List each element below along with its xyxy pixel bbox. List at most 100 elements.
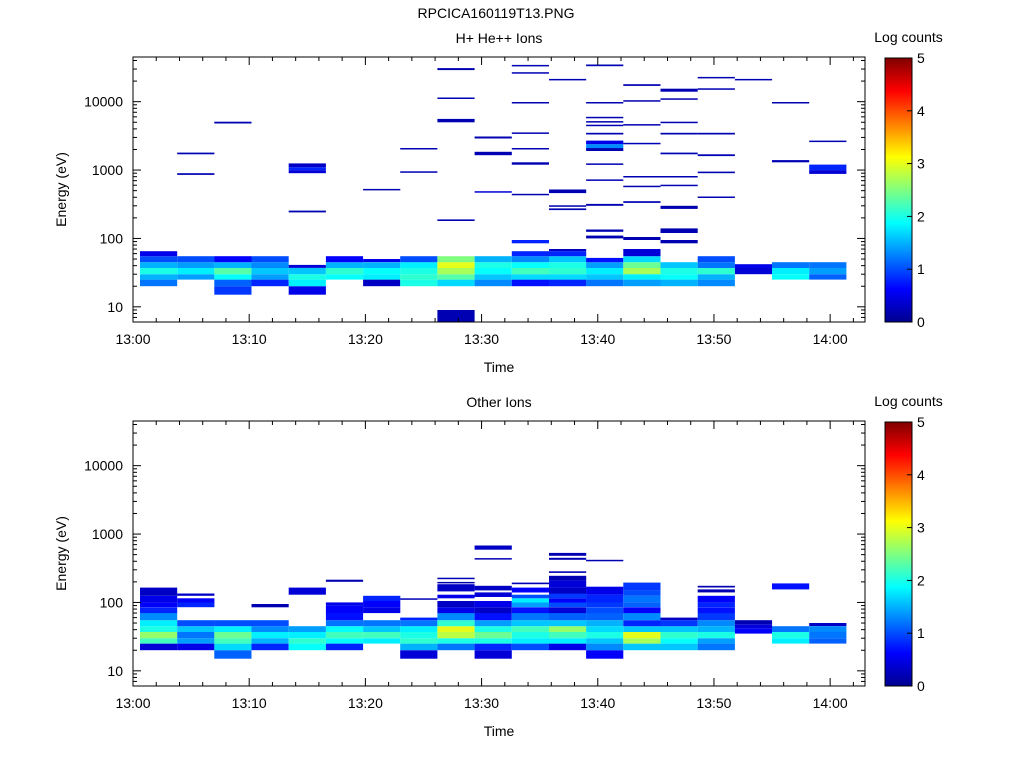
heatmap-cell	[214, 279, 252, 287]
heatmap-cell	[251, 256, 289, 263]
heatmap-cell	[511, 274, 549, 280]
heatmap-cell	[623, 602, 661, 608]
heatmap-cell	[437, 219, 475, 221]
heatmap-cell	[251, 279, 289, 287]
heatmap-cell	[549, 205, 587, 207]
x-tick-label: 13:50	[696, 695, 731, 711]
heatmap-cell	[511, 279, 549, 287]
heatmap-cell	[474, 268, 512, 275]
colorbar-tick-label: 5	[917, 414, 925, 430]
heatmap-cell	[623, 176, 661, 178]
x-tick-label: 13:10	[232, 331, 267, 347]
colorbar-tick-label: 4	[917, 103, 925, 119]
heatmap-cell	[400, 650, 438, 659]
heatmap-cell	[772, 638, 810, 644]
heatmap-cell	[549, 598, 587, 603]
heatmap-cell	[474, 601, 512, 608]
heatmap-cell	[660, 88, 698, 92]
heatmap-cell	[474, 136, 512, 139]
heatmap-cells	[140, 545, 847, 659]
heatmap-cell	[140, 643, 178, 651]
heatmap-cell	[214, 286, 252, 295]
heatmap-cell	[623, 84, 661, 86]
heatmap-cell	[772, 268, 810, 275]
heatmap-cell	[214, 256, 252, 263]
heatmap-cell	[511, 240, 549, 244]
heatmap-cell	[140, 607, 178, 614]
heatmap-cell	[734, 264, 773, 268]
heatmap-cell	[511, 620, 549, 627]
heatmap-cell	[549, 607, 587, 614]
y-axis-label: Energy (eV)	[53, 516, 69, 591]
heatmap-cell	[251, 643, 289, 651]
x-axis-label: Time	[484, 723, 515, 739]
heatmap-cell	[288, 264, 326, 268]
heatmap-cell	[400, 598, 438, 600]
colorbar-gradient	[884, 421, 913, 687]
heatmap-cell	[177, 262, 215, 268]
heatmap-cell	[549, 557, 587, 560]
heatmap-cell	[697, 268, 735, 275]
heatmap-cell	[623, 237, 661, 240]
heatmap-cell	[474, 151, 512, 156]
heatmap-cell	[511, 587, 549, 593]
heatmap-cell	[660, 638, 698, 644]
heatmap-cell	[140, 595, 178, 603]
heatmap-cell	[549, 279, 587, 287]
heatmap-cell	[177, 593, 215, 596]
y-tick-label: 100	[100, 594, 124, 610]
heatmap-cell	[511, 72, 549, 74]
heatmap-cell	[288, 163, 326, 168]
heatmap-cell	[772, 262, 810, 268]
heatmap-cell	[177, 173, 215, 175]
heatmap-cell	[549, 587, 587, 594]
heatmap-cell	[325, 605, 364, 614]
heatmap-cell	[474, 558, 512, 560]
heatmap-cell	[177, 256, 215, 263]
heatmap-cell	[660, 262, 698, 268]
heatmap-cell	[623, 142, 661, 145]
colorbar: Log counts 0 1 2 3 4 5	[874, 393, 943, 694]
heatmap-cell	[549, 208, 587, 211]
heatmap-cell	[140, 587, 178, 596]
colorbar-label: Log counts	[874, 29, 943, 45]
heatmap-cell	[511, 132, 549, 134]
x-tick-label: 13:00	[115, 695, 150, 711]
heatmap-cell	[697, 279, 735, 287]
heatmap-cell	[363, 620, 401, 627]
heatmap-cell	[586, 124, 624, 127]
heatmap-cell	[697, 76, 735, 79]
heatmap-cell	[549, 580, 587, 588]
heatmap-cell	[809, 274, 847, 280]
heatmap-cell	[586, 626, 624, 632]
heatmap-cell	[288, 274, 326, 280]
heatmap-cell	[288, 587, 326, 595]
x-tick-label: 13:20	[348, 695, 383, 711]
heatmap-cell	[474, 585, 512, 591]
heatmap-cell	[400, 617, 438, 621]
heatmap-cell	[623, 638, 661, 644]
heatmap-cell	[437, 594, 475, 599]
heatmap-cell	[140, 638, 178, 644]
heatmap-cell	[437, 279, 475, 287]
heatmap-cell	[437, 97, 475, 99]
heatmap-cell	[511, 613, 549, 621]
heatmap-cell	[437, 268, 475, 275]
heatmap-cell	[177, 632, 215, 639]
heatmap-cell	[251, 626, 289, 632]
heatmap-cell	[809, 626, 847, 632]
heatmap-cell	[325, 256, 364, 263]
y-tick-label: 10	[107, 663, 123, 679]
heatmap-cell	[549, 189, 587, 194]
heatmap-cell	[660, 626, 698, 632]
heatmap-cell	[363, 601, 401, 608]
y-tick-label: 1000	[92, 526, 123, 542]
heatmap-cell	[474, 274, 512, 280]
heatmap-cell	[437, 638, 475, 644]
heatmap-cell	[697, 626, 735, 632]
heatmap-cell	[251, 620, 289, 627]
heatmap-cell	[437, 118, 475, 123]
x-tick-label: 13:30	[464, 331, 499, 347]
heatmap-cell	[772, 626, 810, 632]
x-axis-label: Time	[484, 359, 515, 375]
